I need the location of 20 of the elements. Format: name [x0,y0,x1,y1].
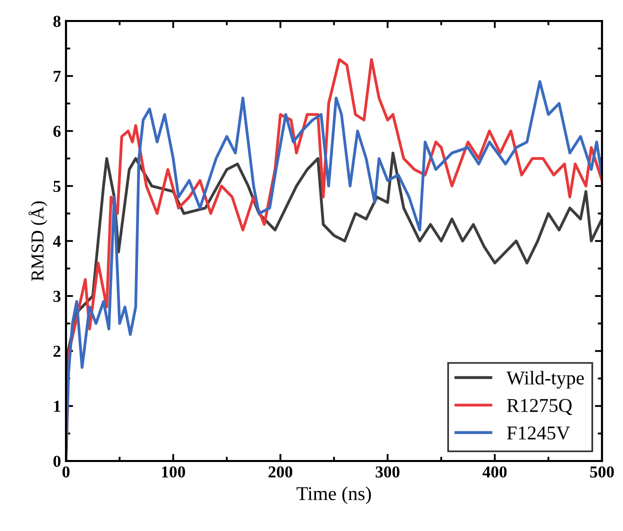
y-tick-label: 3 [53,290,61,302]
x-tick-label: 0 [62,466,70,478]
y-tick-label: 2 [54,346,60,357]
legend-label: Wild-type [506,370,584,389]
x-axis-title: Time (ns) [296,486,371,504]
legend-label: R1275Q [507,399,572,416]
x-tick-label: 100 [162,466,186,478]
y-tick-label: 8 [53,16,61,27]
y-tick-label: 1 [54,400,60,412]
y-tick-label: 4 [53,236,61,247]
x-tick-label: 400 [482,466,507,478]
y-tick-label: 6 [53,126,61,137]
x-tick-label: 500 [590,466,614,478]
x-tick-label: 300 [376,466,400,478]
y-tick-label: 0 [53,456,61,467]
y-tick-label: 5 [53,180,61,192]
y-tick-label: 7 [54,70,61,82]
y-axis-title: RMSD (Å) [28,201,48,281]
x-tick-label: 200 [268,466,292,478]
legend-label: F1245V [507,426,570,440]
